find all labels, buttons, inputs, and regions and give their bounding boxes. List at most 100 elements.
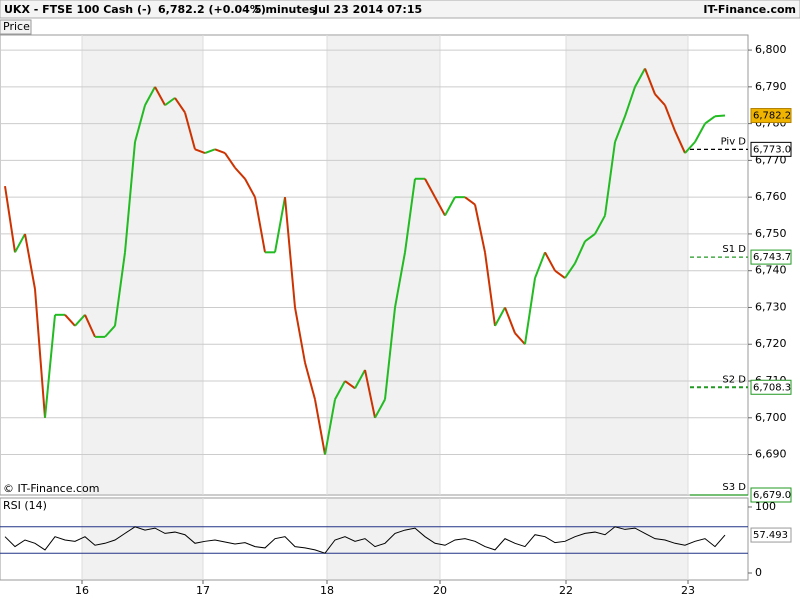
price-segment <box>684 141 696 154</box>
price-segment <box>184 112 196 150</box>
price-segment <box>44 314 56 418</box>
price-segment <box>584 233 596 243</box>
price-segment <box>354 369 366 389</box>
x-tick-label: 23 <box>681 584 695 597</box>
price-segment <box>364 369 376 418</box>
price-segment <box>74 314 86 327</box>
price-segment <box>394 252 406 308</box>
price-segment <box>444 196 456 217</box>
level-box <box>750 141 792 157</box>
price-segment <box>514 332 526 345</box>
price-segment <box>244 178 256 198</box>
price-segment <box>714 114 726 118</box>
price-segment <box>294 307 306 363</box>
price-segment <box>214 148 226 154</box>
price-segment <box>14 233 26 253</box>
price-segment <box>334 380 346 400</box>
price-segment <box>24 233 36 290</box>
price-segment <box>554 269 566 279</box>
price-segment <box>424 178 436 198</box>
price-segment <box>374 398 386 419</box>
price-segment <box>204 148 216 154</box>
level-box <box>750 487 792 503</box>
price-segment <box>154 86 166 106</box>
price-segment <box>384 307 396 400</box>
price-segment <box>484 252 496 326</box>
pane-title: Price <box>3 20 30 33</box>
x-tick-label: 22 <box>559 584 573 597</box>
y-tick-label: 6,760 <box>755 190 787 203</box>
price-segment <box>494 306 506 327</box>
price-segment <box>624 86 636 117</box>
price-segment <box>284 197 296 308</box>
price-segment <box>174 97 186 114</box>
y-tick-label: 6,720 <box>755 337 787 350</box>
header-source: IT-Finance.com <box>703 3 796 16</box>
price-segment <box>314 399 326 455</box>
price-segment <box>534 251 546 279</box>
price-segment <box>564 262 576 279</box>
x-tick-label: 17 <box>196 584 210 597</box>
price-segment <box>4 185 16 253</box>
y-tick-label: 6,730 <box>755 300 787 313</box>
day-shade <box>566 499 688 579</box>
price-segment <box>574 240 586 264</box>
price-segment <box>654 93 666 106</box>
price-segment <box>304 362 316 400</box>
last-price-label: 6,782.2 <box>753 111 791 122</box>
price-segment <box>254 196 266 253</box>
level-label: 6,743.7 <box>753 252 791 263</box>
rsi-last-label: 57.493 <box>753 530 788 541</box>
level-name: S3 D <box>722 482 746 493</box>
price-segment <box>324 399 336 455</box>
price-segment <box>134 104 146 143</box>
level-box <box>750 249 792 265</box>
x-tick-label: 20 <box>433 584 447 597</box>
day-shade <box>327 36 440 494</box>
price-segment <box>114 252 126 326</box>
price-segment <box>664 104 676 132</box>
price-segment <box>524 277 536 345</box>
level-box <box>750 379 792 395</box>
level-name: Piv D <box>721 136 747 147</box>
price-segment <box>634 67 646 88</box>
price-segment <box>604 141 616 216</box>
price-segment <box>234 167 246 180</box>
pane-title: RSI (14) <box>3 499 47 512</box>
price-segment <box>84 314 96 338</box>
header-quote: 6,782.2 (+0.04%) <box>158 3 266 16</box>
day-shade <box>82 36 203 494</box>
level-label: 6,773.0 <box>753 144 791 155</box>
price-segment <box>144 86 156 106</box>
price-segment <box>464 196 476 206</box>
header-bar <box>0 0 800 19</box>
copyright: © IT-Finance.com <box>3 482 100 495</box>
price-segment <box>274 196 286 253</box>
price-segment <box>64 314 76 327</box>
price-segment <box>434 196 446 217</box>
price-segment <box>504 307 516 334</box>
price-segment <box>644 68 656 95</box>
header-title: UKX - FTSE 100 Cash (-) <box>4 3 152 16</box>
day-shade <box>82 499 203 579</box>
y-tick-label: 100 <box>755 500 776 513</box>
price-segment <box>164 97 176 107</box>
price-segment <box>404 178 416 253</box>
price-segment <box>104 325 116 338</box>
header-timestamp: Jul 23 2014 07:15 <box>313 3 422 16</box>
price-segment <box>344 380 356 390</box>
price-segment <box>194 148 206 154</box>
y-tick-label: 6,790 <box>755 80 787 93</box>
pane-title-box <box>0 19 32 35</box>
rsi-line <box>4 526 726 554</box>
price-segment <box>474 204 486 253</box>
day-shade <box>566 36 688 494</box>
rsi-last-box <box>750 527 792 543</box>
price-segment <box>544 251 556 272</box>
price-segment <box>694 123 706 143</box>
level-label: 6,708.3 <box>753 382 791 393</box>
price-segment <box>594 215 606 235</box>
y-tick-label: 0 <box>755 566 762 579</box>
x-tick-label: 18 <box>320 584 334 597</box>
